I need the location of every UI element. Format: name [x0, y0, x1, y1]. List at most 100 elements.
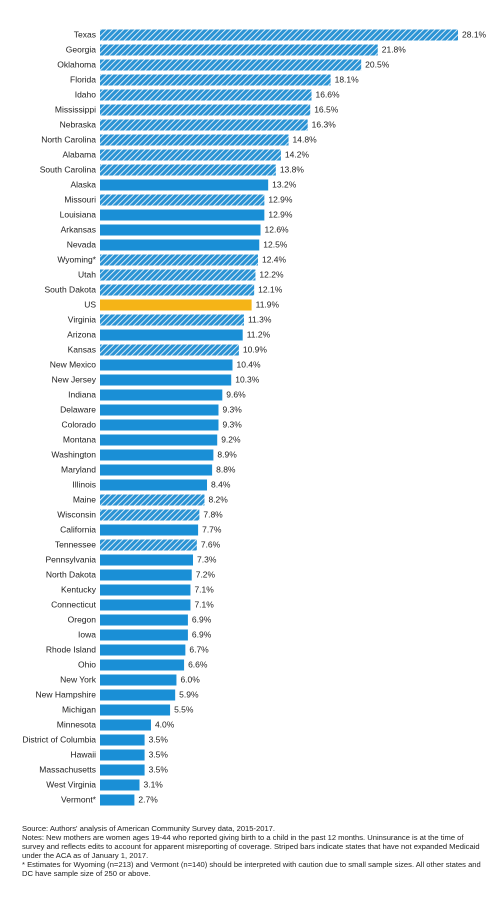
value-label: 16.3%: [312, 119, 337, 129]
bar: [100, 374, 232, 386]
category-label: Massachusetts: [39, 764, 96, 774]
bar: [100, 554, 194, 566]
category-label: Maryland: [61, 464, 96, 474]
value-label: 6.9%: [192, 614, 212, 624]
value-label: 10.4%: [236, 359, 261, 369]
value-label: 7.6%: [201, 539, 221, 549]
category-label: Delaware: [60, 404, 96, 414]
value-label: 10.3%: [235, 374, 260, 384]
bar: [100, 329, 243, 341]
category-label: Hawaii: [70, 749, 96, 759]
bar: [100, 89, 312, 101]
category-label: Indiana: [68, 389, 96, 399]
value-label: 12.4%: [262, 254, 287, 264]
bar: [100, 749, 145, 761]
value-label: 21.8%: [382, 44, 407, 54]
category-label: Rhode Island: [46, 644, 96, 654]
value-label: 12.6%: [265, 224, 290, 234]
value-label: 13.2%: [272, 179, 297, 189]
category-label: District of Columbia: [22, 734, 96, 744]
value-label: 2.7%: [138, 794, 158, 804]
category-label: Oklahoma: [57, 59, 96, 69]
bar: [100, 794, 135, 806]
category-label: Connecticut: [51, 599, 97, 609]
value-label: 3.5%: [149, 749, 169, 759]
category-label: Idaho: [75, 89, 97, 99]
bar: [100, 224, 261, 236]
bar: [100, 614, 188, 626]
value-label: 6.9%: [192, 629, 212, 639]
category-label: Pennsylvania: [45, 554, 96, 564]
bar: [100, 524, 199, 536]
value-label: 8.8%: [216, 464, 236, 474]
bar: [100, 449, 214, 461]
category-label: Arizona: [67, 329, 96, 339]
bar: [100, 464, 213, 476]
category-label: Alaska: [70, 179, 96, 189]
bar: [100, 314, 244, 326]
category-label: North Dakota: [46, 569, 96, 579]
bar: [100, 359, 233, 371]
category-label: New Jersey: [52, 374, 97, 384]
note: Source: Authors' analysis of American Co…: [22, 824, 276, 833]
bar: [100, 404, 219, 416]
bar: [100, 209, 265, 221]
bar: [100, 764, 145, 776]
category-label: West Virginia: [46, 779, 96, 789]
category-label: Colorado: [62, 419, 97, 429]
value-label: 10.9%: [243, 344, 268, 354]
category-label: North Carolina: [41, 134, 96, 144]
value-label: 3.5%: [149, 764, 169, 774]
value-label: 8.2%: [208, 494, 228, 504]
category-label: Maine: [73, 494, 96, 504]
bar: [100, 539, 197, 551]
category-label: Mississippi: [55, 104, 96, 114]
bar: [100, 659, 185, 671]
bar: [100, 119, 308, 131]
value-label: 6.6%: [188, 659, 208, 669]
bar: [100, 254, 258, 266]
category-label: Florida: [70, 74, 96, 84]
bar: [100, 179, 269, 191]
value-label: 8.9%: [217, 449, 237, 459]
chart: Texas 28.1% Georgia 21.8% Oklahoma 20.5% Flori…: [22, 29, 487, 806]
value-label: 12.9%: [268, 194, 293, 204]
value-label: 14.8%: [293, 134, 318, 144]
bar: [100, 29, 458, 41]
value-label: 11.2%: [247, 329, 271, 339]
bar: [100, 494, 205, 506]
value-label: 7.7%: [202, 524, 222, 534]
category-label: California: [60, 524, 96, 534]
bar: [100, 509, 200, 521]
value-label: 9.3%: [222, 404, 242, 414]
value-label: 12.9%: [268, 209, 293, 219]
bar: [100, 419, 219, 431]
category-label: Iowa: [78, 629, 96, 639]
value-label: 16.5%: [314, 104, 339, 114]
category-label: Vermont*: [61, 794, 97, 804]
value-label: 7.1%: [194, 599, 214, 609]
value-label: 20.5%: [365, 59, 390, 69]
value-label: 4.0%: [155, 719, 175, 729]
value-label: 3.1%: [143, 779, 163, 789]
value-label: 11.9%: [256, 299, 280, 309]
value-label: 5.9%: [179, 689, 199, 699]
category-label: New York: [60, 674, 97, 684]
category-label: New Mexico: [50, 359, 97, 369]
bar: [100, 59, 362, 71]
bar: [100, 599, 191, 611]
category-label: Ohio: [78, 659, 96, 669]
category-label: Texas: [74, 29, 96, 39]
bar: [100, 434, 218, 446]
category-label: Montana: [63, 434, 96, 444]
category-label: Utah: [78, 269, 96, 279]
note: Notes: New mothers are women ages 19-44 …: [22, 833, 480, 860]
bar: [100, 479, 208, 491]
category-label: Louisiana: [60, 209, 97, 219]
bar: [100, 689, 176, 701]
value-label: 6.0%: [180, 674, 200, 684]
category-label: Illinois: [72, 479, 96, 489]
category-label: South Carolina: [40, 164, 97, 174]
bar: [100, 284, 255, 296]
